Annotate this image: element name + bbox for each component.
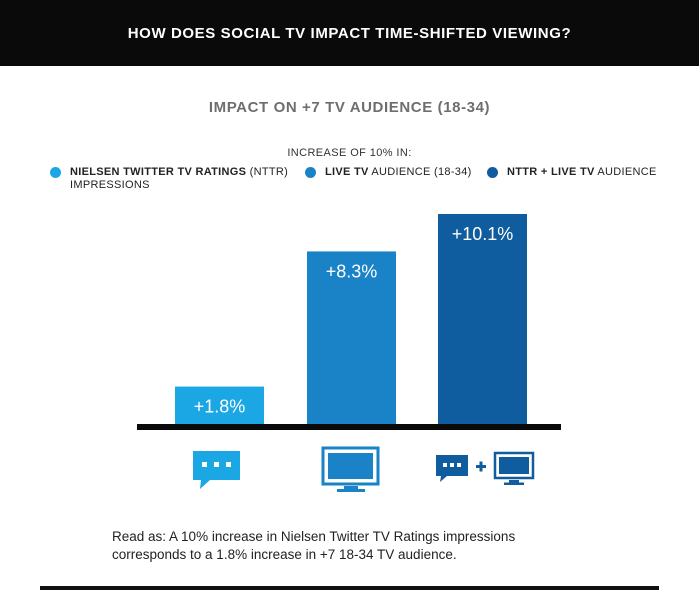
legend-text: NIELSEN TWITTER TV RATINGS (NTTR) IMPRES…	[70, 166, 288, 192]
read-as-note: Read as: A 10% increase in Nielsen Twitt…	[112, 528, 632, 564]
note-line-2: corresponds to a 1.8% increase in +7 18-…	[112, 547, 457, 562]
page-title: HOW DOES SOCIAL TV IMPACT TIME-SHIFTED V…	[127, 24, 572, 42]
chat-plus-tv-icon	[436, 451, 535, 485]
legend-label-bold: NTTR + LIVE TV	[507, 166, 595, 178]
bottom-divider	[40, 586, 659, 590]
bar-value-label-1: +1.8%	[194, 397, 246, 417]
bars-layer: +1.8% +8.3% +10.1%	[175, 214, 527, 424]
legend-dot	[50, 167, 61, 178]
chart-title: IMPACT ON +7 TV AUDIENCE (18-34)	[208, 99, 491, 116]
bar-3	[438, 214, 527, 424]
note-line-1: Read as: A 10% increase in Nielsen Twitt…	[112, 529, 516, 544]
legend-label-bold: LIVE TV	[325, 166, 369, 178]
legend-label-rest: AUDIENCE	[594, 166, 657, 178]
bar-value-label-2: +8.3%	[326, 261, 378, 281]
chart-baseline	[137, 424, 561, 430]
legend-text: NTTR + LIVE TV AUDIENCE	[507, 166, 657, 179]
legend-label-bold: NIELSEN TWITTER TV RATINGS	[70, 166, 247, 178]
legend-dot	[305, 167, 316, 178]
tv-icon	[321, 446, 380, 492]
legend-dot	[487, 167, 498, 178]
legend-text: LIVE TV AUDIENCE (18-34)	[325, 166, 472, 179]
bar-2	[307, 251, 396, 424]
bar-value-label-3: +10.1%	[452, 224, 514, 244]
legend-label-rest: AUDIENCE (18-34)	[368, 166, 472, 178]
legend-caption: INCREASE OF 10% IN:	[287, 147, 412, 159]
bar-1	[175, 386, 264, 424]
legend-label-line2: IMPRESSIONS	[70, 179, 150, 191]
header-banner: HOW DOES SOCIAL TV IMPACT TIME-SHIFTED V…	[0, 0, 699, 66]
legend-label-rest: (NTTR)	[246, 166, 289, 178]
chat-bubble-icon	[193, 451, 240, 489]
